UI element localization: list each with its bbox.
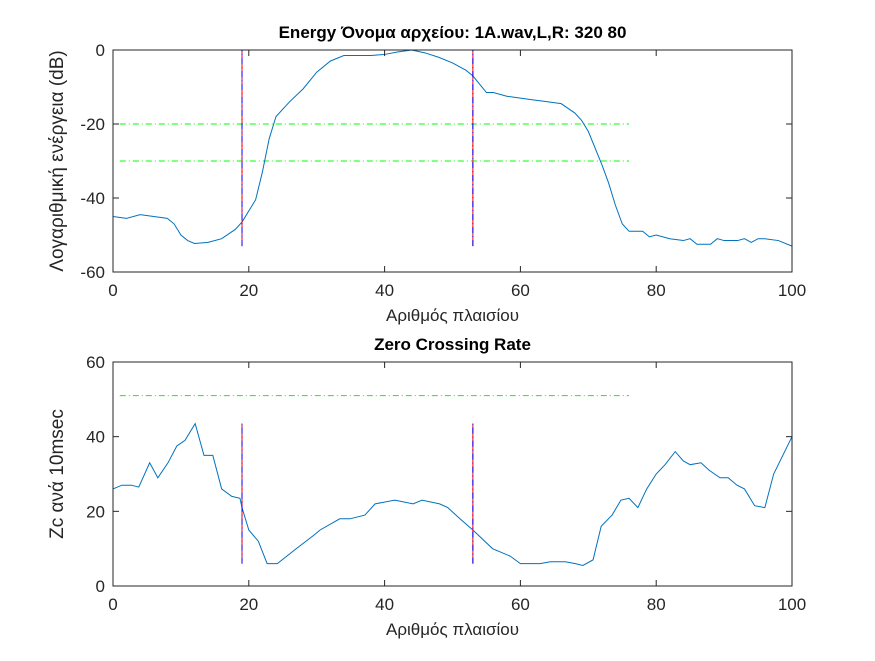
x-tick-label: 20 bbox=[239, 595, 258, 614]
y-tick-label: 40 bbox=[86, 428, 105, 447]
chart-title: Energy Όνομα αρχείου: 1A.wav,L,R: 320 80 bbox=[279, 23, 627, 42]
y-tick-label: -20 bbox=[80, 115, 105, 134]
x-tick-label: 60 bbox=[511, 595, 530, 614]
data-line bbox=[112, 422, 793, 566]
x-axis-label: Αριθμός πλαισίου bbox=[386, 306, 519, 325]
x-tick-label: 0 bbox=[108, 281, 117, 300]
data-line bbox=[112, 49, 793, 247]
x-axis-label: Αριθμός πλαισίου bbox=[386, 620, 519, 639]
chart-title: Zero Crossing Rate bbox=[374, 335, 531, 354]
y-tick-label: 20 bbox=[86, 502, 105, 521]
x-tick-label: 0 bbox=[108, 595, 117, 614]
axes-box bbox=[112, 361, 793, 587]
plot-area bbox=[113, 362, 792, 586]
x-tick-label: 100 bbox=[778, 595, 806, 614]
y-tick-label: 0 bbox=[96, 577, 105, 596]
y-axis-label: Zc ανά 10msec bbox=[47, 409, 68, 539]
x-tick-label: 60 bbox=[511, 281, 530, 300]
y-tick-label: -40 bbox=[80, 189, 105, 208]
axes-box bbox=[112, 49, 793, 273]
x-tick-label: 80 bbox=[647, 595, 666, 614]
x-tick-label: 40 bbox=[375, 595, 394, 614]
y-tick-label: -60 bbox=[80, 263, 105, 282]
y-tick-label: 0 bbox=[96, 41, 105, 60]
y-axis-label: Λογαριθμική ενέργεια (dB) bbox=[47, 50, 68, 271]
x-tick-label: 80 bbox=[647, 281, 666, 300]
x-tick-label: 100 bbox=[778, 281, 806, 300]
y-tick-label: 60 bbox=[86, 353, 105, 372]
x-tick-label: 20 bbox=[239, 281, 258, 300]
x-tick-label: 40 bbox=[375, 281, 394, 300]
